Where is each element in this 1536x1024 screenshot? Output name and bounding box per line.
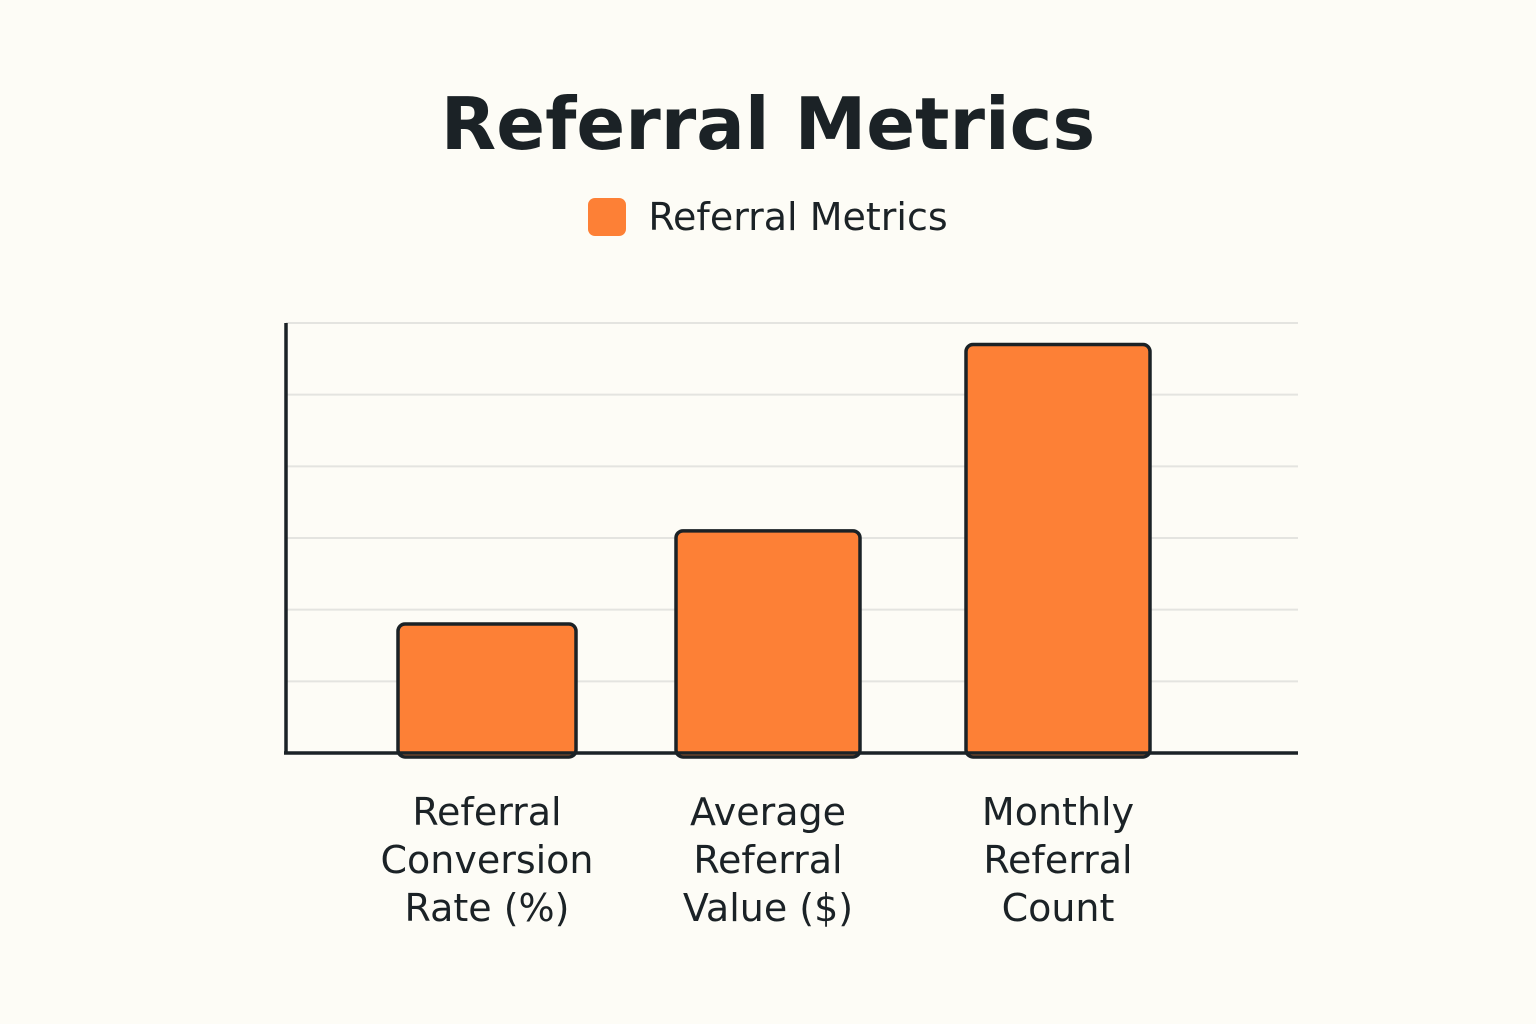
x-tick-label: Monthly Referral Count: [981, 790, 1135, 930]
bar: [674, 529, 862, 759]
legend: Referral Metrics: [0, 198, 1536, 236]
x-tick-label: Average Referral Value ($): [682, 790, 854, 930]
chart-title: Referral Metrics: [440, 82, 1096, 166]
legend-swatch: [588, 198, 627, 236]
bar: [396, 622, 578, 759]
legend-label: Referral Metrics: [648, 195, 948, 239]
bar: [964, 342, 1152, 759]
x-tick-label: Referral Conversion Rate (%): [380, 790, 594, 930]
